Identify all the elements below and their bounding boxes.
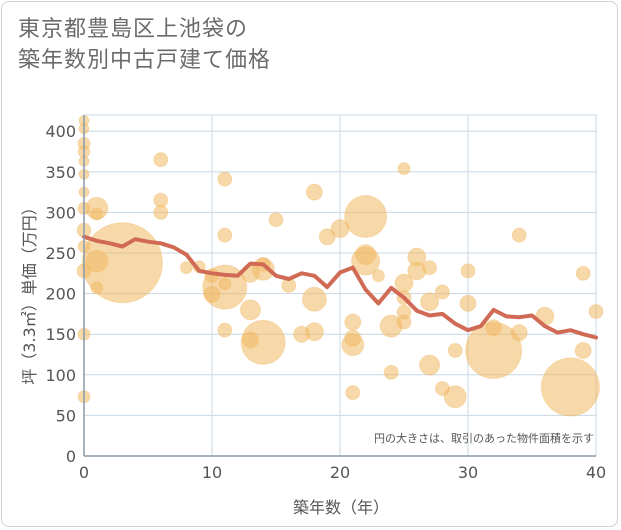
data-point-26: [217, 227, 233, 243]
data-point-40: [301, 286, 327, 312]
data-point-69: [459, 294, 477, 312]
data-point-62: [420, 292, 440, 312]
x-tick-label-0: 0: [79, 463, 89, 482]
y-tick-label-350: 350: [45, 163, 76, 182]
data-point-72: [511, 227, 527, 243]
data-point-71: [485, 319, 503, 337]
data-point-75: [540, 357, 600, 417]
data-point-28: [218, 277, 232, 291]
data-point-14: [90, 207, 104, 221]
data-point-36: [268, 212, 284, 228]
chart-title-line2: 築年数別中古戸建て価格: [18, 48, 272, 73]
data-point-20: [153, 204, 169, 220]
chart-title: 東京都豊島区上池袋の 築年数別中古戸建て価格: [18, 14, 271, 76]
data-point-46: [344, 329, 362, 347]
data-point-63: [419, 354, 441, 376]
data-point-50: [351, 246, 381, 276]
data-point-42: [318, 228, 336, 246]
data-point-18: [153, 152, 169, 168]
y-tick-label-300: 300: [45, 203, 76, 222]
y-tick-label-150: 150: [45, 325, 76, 344]
y-tick-label-200: 200: [45, 285, 76, 304]
x-tick-label-20: 20: [330, 463, 350, 482]
data-point-31: [239, 299, 261, 321]
data-point-21: [179, 261, 193, 275]
data-point-64: [434, 284, 450, 300]
data-point-66: [447, 342, 463, 358]
axes: [83, 115, 596, 457]
y-axis-label: 坪（3.3㎡）単価（万円）: [20, 199, 39, 384]
y-tick-label-400: 400: [45, 122, 76, 141]
data-point-76: [575, 265, 591, 281]
y-tick-label-100: 100: [45, 366, 76, 385]
data-point-51: [371, 269, 385, 283]
data-point-17: [81, 222, 163, 304]
data-point-54: [397, 162, 411, 176]
data-point-58: [396, 314, 412, 330]
bubble-size-note: 円の大きさは、取引のあった物件面積を示す: [374, 431, 594, 445]
data-point-77: [574, 341, 592, 359]
tick-labels: 0 50 100 150 200 250 300 350 400 0 10 20 30 40: [45, 122, 606, 482]
x-tick-label-30: 30: [458, 463, 478, 482]
data-point-78: [588, 303, 604, 319]
data-point-73: [510, 324, 528, 342]
data-point-33: [240, 319, 286, 365]
data-point-29: [217, 322, 233, 338]
data-point-68: [460, 263, 476, 279]
y-tick-label-0: 0: [66, 447, 76, 466]
data-point-47: [345, 385, 361, 401]
data-point-48: [344, 194, 388, 238]
data-point-25: [217, 171, 233, 187]
data-point-67: [443, 385, 467, 409]
y-tick-label-50: 50: [56, 406, 76, 425]
x-tick-label-40: 40: [586, 463, 606, 482]
data-point-39: [305, 183, 323, 201]
bubble-layer: [76, 115, 604, 417]
data-point-53: [383, 364, 399, 380]
y-tick-label-250: 250: [45, 244, 76, 263]
average-price-line: [82, 234, 598, 340]
chart-title-line1: 東京都豊島区上池袋の: [18, 17, 249, 42]
data-point-44: [344, 313, 362, 331]
data-point-41: [304, 322, 324, 342]
x-axis-label: 築年数（年）: [293, 498, 389, 517]
data-point-61: [422, 260, 438, 276]
x-tick-label-10: 10: [202, 463, 222, 482]
